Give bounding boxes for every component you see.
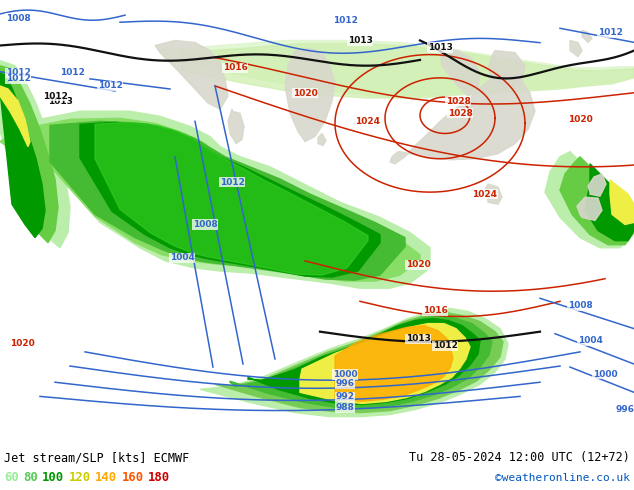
Polygon shape <box>95 122 368 275</box>
Text: 1028: 1028 <box>446 97 470 106</box>
Text: 1000: 1000 <box>593 369 618 379</box>
Text: 1008: 1008 <box>567 301 592 310</box>
Text: 996: 996 <box>616 405 634 414</box>
Polygon shape <box>0 73 45 238</box>
Text: 1012: 1012 <box>98 81 122 91</box>
Polygon shape <box>0 66 58 243</box>
Text: 1000: 1000 <box>333 370 358 379</box>
Polygon shape <box>588 174 606 196</box>
Polygon shape <box>440 49 480 96</box>
Polygon shape <box>545 152 634 248</box>
Polygon shape <box>0 86 30 147</box>
Polygon shape <box>180 44 634 98</box>
Polygon shape <box>390 73 535 164</box>
Text: 1008: 1008 <box>193 220 217 229</box>
Text: 1016: 1016 <box>223 63 247 72</box>
Text: 1020: 1020 <box>406 260 430 270</box>
Text: 1020: 1020 <box>567 115 592 124</box>
Text: Tu 28-05-2024 12:00 UTC (12+72): Tu 28-05-2024 12:00 UTC (12+72) <box>409 451 630 465</box>
Text: 80: 80 <box>23 471 38 485</box>
Text: 1004: 1004 <box>578 336 602 345</box>
Text: 1012: 1012 <box>432 342 458 350</box>
Text: 988: 988 <box>335 403 354 412</box>
Text: 60: 60 <box>4 471 19 485</box>
Text: 160: 160 <box>122 471 144 485</box>
Polygon shape <box>570 41 582 57</box>
Text: 1024: 1024 <box>356 117 380 126</box>
Polygon shape <box>80 122 380 277</box>
Text: 1012: 1012 <box>598 28 623 37</box>
Text: 1024: 1024 <box>472 190 498 198</box>
Text: 1013: 1013 <box>48 97 72 106</box>
Polygon shape <box>0 111 430 288</box>
Text: Jet stream/SLP [kts] ECMWF: Jet stream/SLP [kts] ECMWF <box>4 451 190 465</box>
Polygon shape <box>335 325 453 401</box>
Text: 1020: 1020 <box>10 339 34 348</box>
Polygon shape <box>228 109 244 144</box>
Polygon shape <box>560 157 634 245</box>
Text: 1012: 1012 <box>60 68 84 77</box>
Polygon shape <box>585 164 634 241</box>
Polygon shape <box>230 316 492 409</box>
Text: 1016: 1016 <box>423 306 448 315</box>
Text: 1012: 1012 <box>333 16 358 24</box>
Polygon shape <box>488 50 525 89</box>
Polygon shape <box>160 41 634 96</box>
Text: 140: 140 <box>95 471 117 485</box>
Text: 1013: 1013 <box>427 43 453 52</box>
Text: 1012: 1012 <box>42 92 67 100</box>
Text: 996: 996 <box>335 379 354 389</box>
Polygon shape <box>318 133 326 146</box>
Text: 180: 180 <box>148 471 170 485</box>
Polygon shape <box>610 180 634 224</box>
Text: 1020: 1020 <box>293 89 318 98</box>
Text: 1012: 1012 <box>6 68 30 77</box>
Text: 1013: 1013 <box>406 334 430 343</box>
Polygon shape <box>577 197 602 220</box>
Polygon shape <box>200 308 508 416</box>
Polygon shape <box>582 30 592 43</box>
Polygon shape <box>484 184 502 204</box>
Polygon shape <box>300 323 470 403</box>
Text: 1028: 1028 <box>448 109 472 118</box>
Text: 1008: 1008 <box>6 14 30 23</box>
Polygon shape <box>285 49 335 142</box>
Polygon shape <box>155 41 228 109</box>
Polygon shape <box>50 122 405 280</box>
Text: 120: 120 <box>68 471 91 485</box>
Text: 992: 992 <box>335 392 354 401</box>
Text: 100: 100 <box>42 471 64 485</box>
Text: 1013: 1013 <box>347 36 372 45</box>
Polygon shape <box>248 318 480 404</box>
Polygon shape <box>0 118 420 281</box>
Text: ©weatheronline.co.uk: ©weatheronline.co.uk <box>495 473 630 483</box>
Text: 1004: 1004 <box>169 253 195 262</box>
Polygon shape <box>215 313 503 413</box>
Text: 1012: 1012 <box>219 177 245 187</box>
Text: 1012: 1012 <box>6 74 30 83</box>
Polygon shape <box>0 61 70 248</box>
